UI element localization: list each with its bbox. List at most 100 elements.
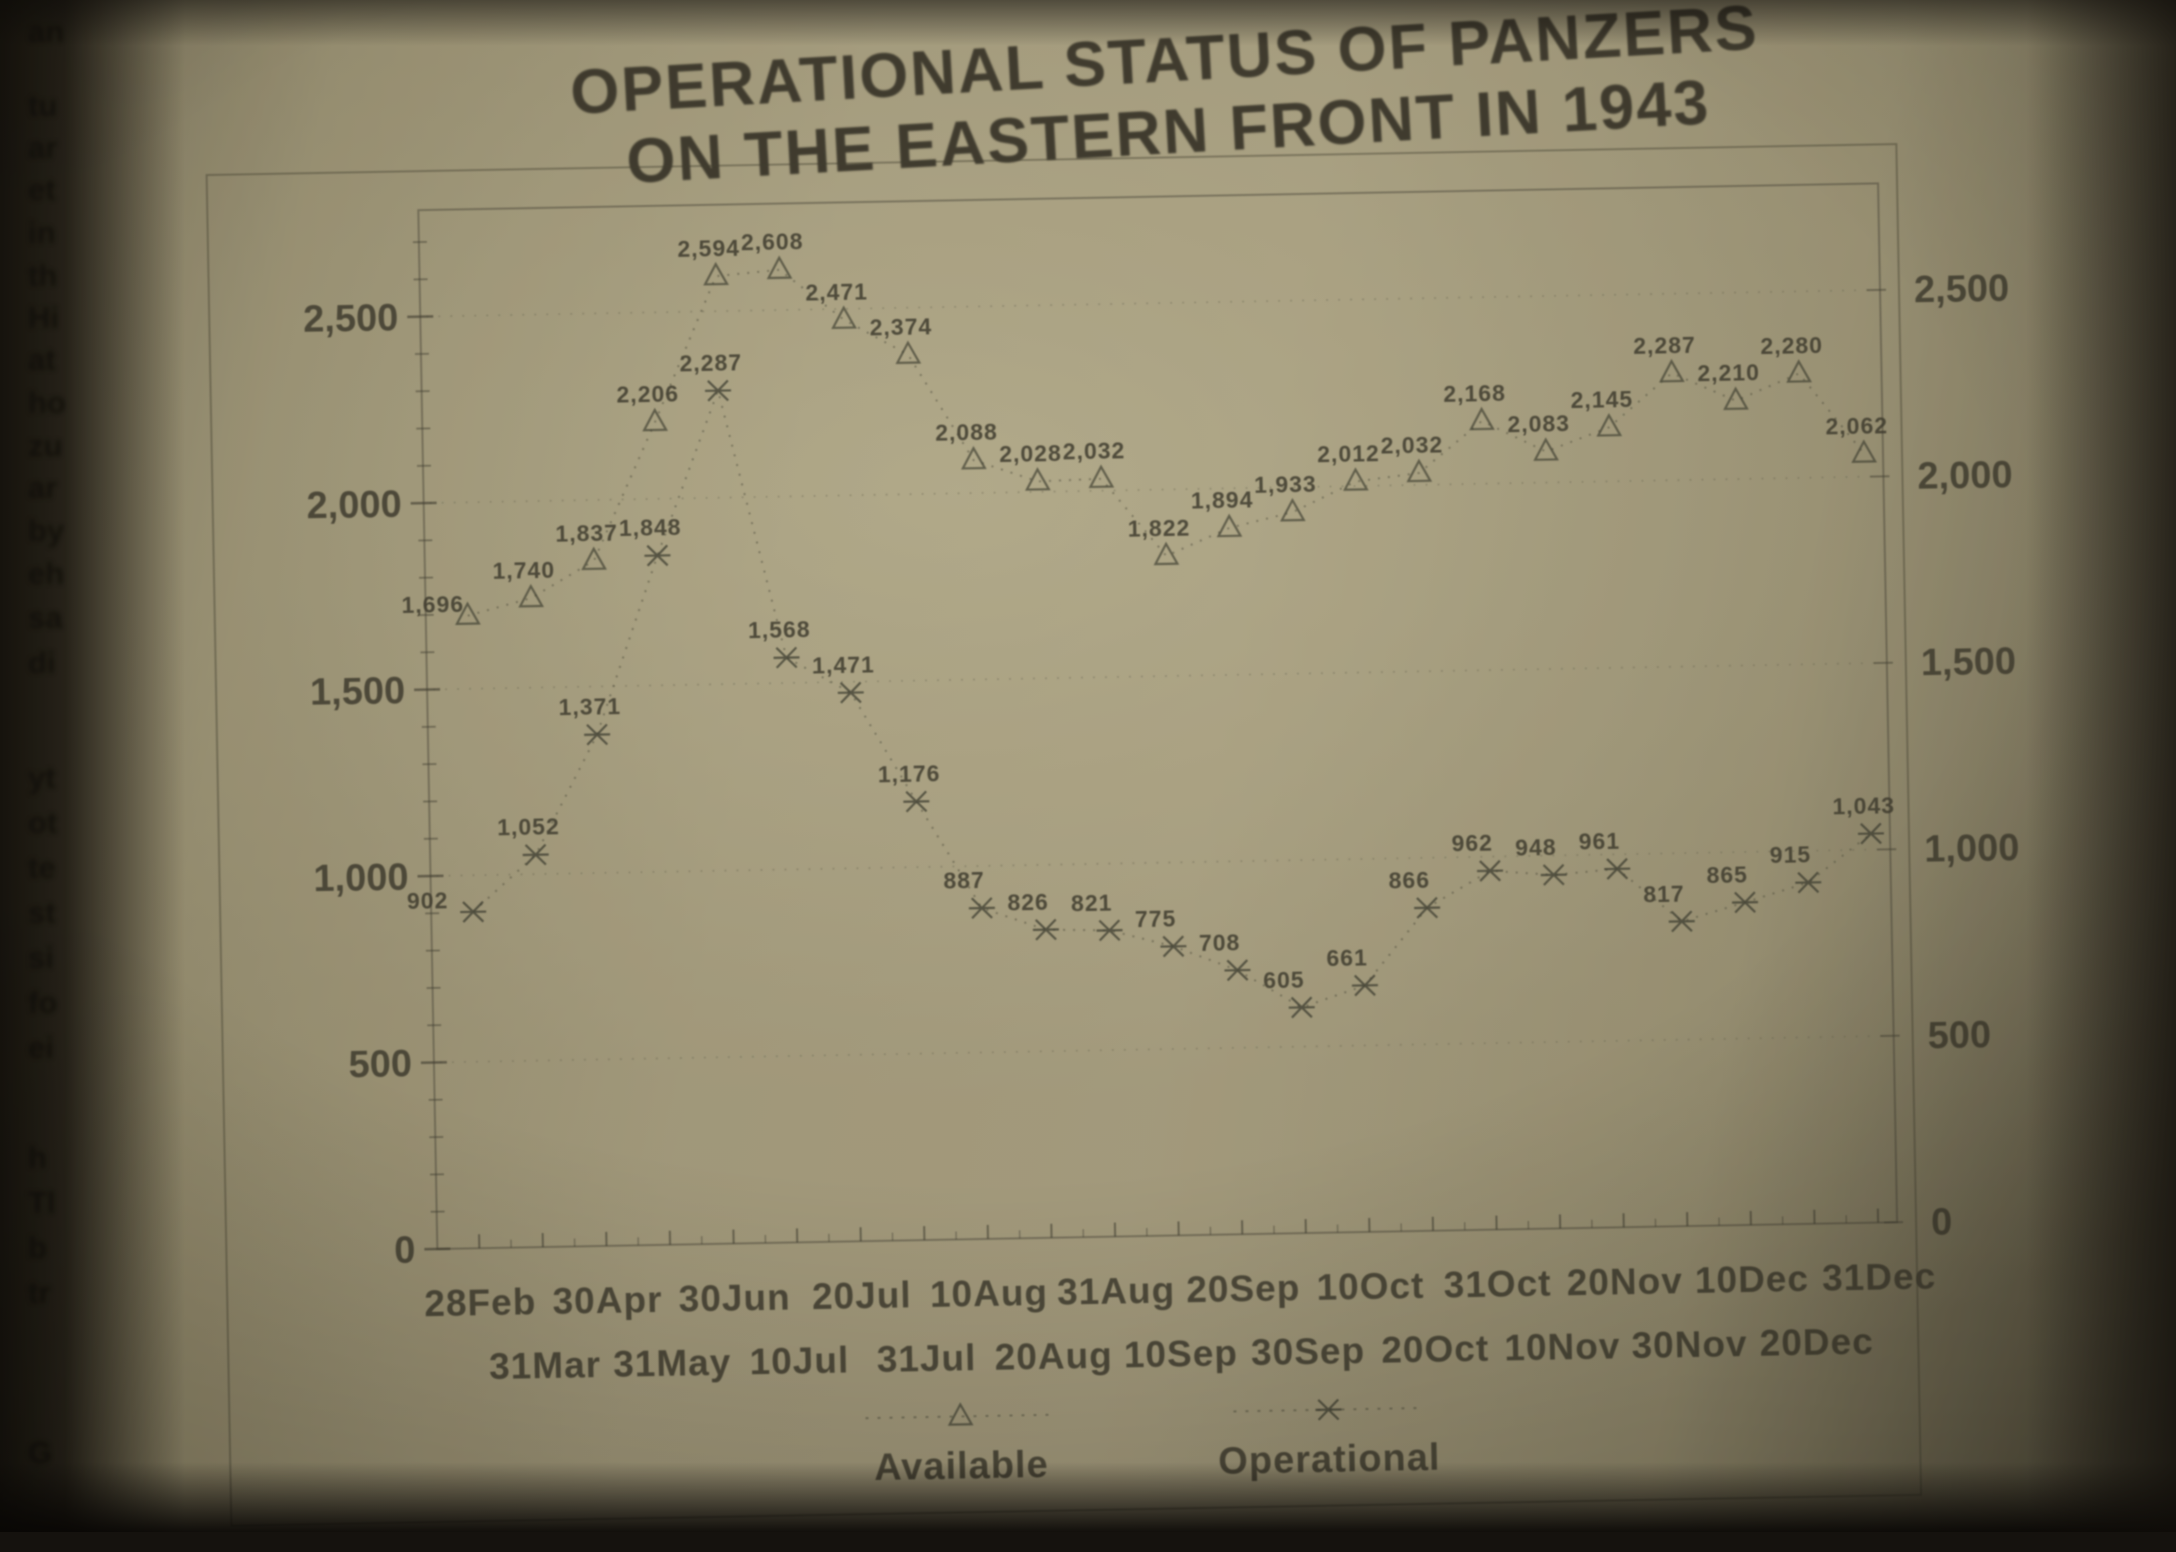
available-point-marker	[1788, 361, 1810, 381]
x-axis-label-row1: 28Feb	[424, 1281, 537, 1324]
x-axis-label-row1: 31Aug	[1057, 1269, 1176, 1312]
page-edge-text-fragment: h	[28, 1140, 47, 1176]
available-point-label: 2,280	[1760, 332, 1823, 359]
available-point-marker	[962, 448, 984, 468]
operational-point-label: 605	[1263, 966, 1305, 993]
operational-point-label: 865	[1706, 861, 1748, 888]
available-point-label: 2,083	[1507, 410, 1570, 437]
page-edge-text-fragment: ho	[28, 385, 66, 421]
available-point-label: 2,594	[677, 235, 740, 262]
page-edge-text-fragment: di	[28, 645, 56, 681]
page-edge-text-fragment: st	[28, 895, 56, 931]
operational-point-label: 817	[1643, 880, 1685, 907]
page-edge-text-fragment: th	[28, 258, 57, 294]
y-axis-label-left: 1,500	[310, 670, 406, 714]
operational-point-marker	[838, 682, 864, 702]
x-axis-label-row2: 10Nov	[1504, 1325, 1621, 1368]
operational-point-label: 661	[1326, 944, 1368, 971]
page-edge-text-fragment: Tl	[28, 1185, 56, 1221]
available-point-marker	[1090, 467, 1112, 487]
page-edge-text-fragment: ar	[28, 130, 57, 166]
page-edge-text-fragment: b	[28, 1230, 47, 1266]
y-axis-label-left: 500	[348, 1043, 412, 1086]
y-axis-label-right: 2,500	[1914, 268, 2010, 312]
x-axis-label-row1: 20Jul	[812, 1274, 912, 1317]
x-axis-label-row2: 30Sep	[1251, 1330, 1366, 1373]
x-axis-label-row1: 20Sep	[1186, 1267, 1301, 1310]
gridline-500	[440, 1036, 1890, 1063]
available-point-label: 2,471	[805, 278, 868, 305]
x-axis-label-row2: 31Jul	[876, 1337, 976, 1380]
x-axis-label-row1: 31Dec	[1822, 1256, 1937, 1299]
available-point-label: 1,740	[492, 557, 555, 584]
available-point-marker	[1471, 409, 1493, 429]
available-point-label: 2,012	[1317, 440, 1380, 467]
operational-point-label: 821	[1071, 889, 1113, 916]
operational-point-marker	[1033, 919, 1059, 939]
available-point-label: 1,894	[1191, 486, 1254, 513]
page-edge-text-fragment: in	[28, 215, 56, 251]
page-edge-text-fragment: yt	[28, 760, 56, 796]
operational-point-marker	[1858, 823, 1884, 843]
operational-point-marker	[1669, 911, 1695, 931]
operational-point-marker	[705, 380, 731, 400]
x-axis-label-row2: 31Mar	[489, 1344, 602, 1387]
operational-point-marker	[903, 791, 929, 811]
page-edge-text-fragment: ot	[28, 805, 57, 841]
legend-available-label: Available	[874, 1444, 1049, 1489]
available-point-label: 2,168	[1443, 380, 1506, 407]
x-axis-label-row1: 10Aug	[930, 1272, 1049, 1315]
available-line	[462, 250, 1867, 616]
y-axis-label-left: 2,500	[303, 297, 399, 341]
available-point-marker	[897, 343, 919, 363]
x-axis-label-row1: 10Oct	[1316, 1265, 1425, 1308]
operational-point-marker	[1160, 936, 1186, 956]
y-axis-label-right: 0	[1931, 1201, 1953, 1243]
operational-point-label: 948	[1515, 834, 1557, 861]
x-axis-label-row2: 20Oct	[1381, 1328, 1490, 1371]
y-axis-label-left: 1,000	[313, 856, 409, 900]
available-point-label: 2,287	[1633, 332, 1696, 359]
page-edge-text-fragment: ar	[28, 470, 57, 506]
operational-point-label: 1,371	[558, 693, 621, 720]
operational-point-label: 1,176	[878, 760, 941, 787]
operational-point-label: 775	[1135, 905, 1177, 932]
page-edge-text-fragment: zu	[28, 428, 62, 464]
available-point-label: 2,032	[1062, 437, 1125, 464]
available-point-marker	[1408, 461, 1430, 481]
gridline-1500	[433, 663, 1883, 690]
x-axis-label-row2: 20Dec	[1759, 1321, 1874, 1364]
operational-point-marker	[1414, 898, 1440, 918]
operational-point-marker	[644, 545, 670, 565]
page-edge-text-fragment: G	[28, 1435, 52, 1471]
y-axis-label-right: 1,000	[1924, 827, 2020, 871]
operational-point-label: 1,848	[619, 514, 682, 541]
available-point-marker	[1281, 500, 1303, 520]
operational-point-label: 962	[1451, 830, 1493, 857]
operational-point-label: 708	[1199, 929, 1241, 956]
page-edge-text-fragment: at	[28, 342, 56, 378]
page-edge-text-fragment: ei	[28, 1030, 54, 1066]
gridline-2000	[430, 476, 1880, 503]
operational-point-label: 887	[943, 867, 985, 894]
x-axis-label-row1: 31Oct	[1443, 1263, 1552, 1306]
legend-available-marker-icon	[949, 1404, 971, 1424]
operational-point-marker	[1352, 975, 1378, 995]
legend-operational-marker-icon	[1315, 1399, 1341, 1419]
available-point-label: 2,032	[1380, 431, 1443, 458]
available-point-label: 1,837	[555, 519, 618, 546]
page-edge-text-fragment: tu	[28, 88, 57, 124]
operational-point-marker	[1795, 872, 1821, 892]
operational-point-marker	[523, 844, 549, 864]
page-edge-text-fragment: an	[28, 14, 64, 50]
y-axis-label-left: 2,000	[306, 484, 402, 528]
operational-point-marker	[969, 898, 995, 918]
gridline-2500	[426, 290, 1876, 317]
x-axis-label-row1: 30Apr	[552, 1279, 663, 1322]
page-edge-text-fragment: si	[28, 940, 54, 976]
operational-point-label: 961	[1578, 828, 1620, 855]
available-point-marker	[1853, 441, 1875, 461]
